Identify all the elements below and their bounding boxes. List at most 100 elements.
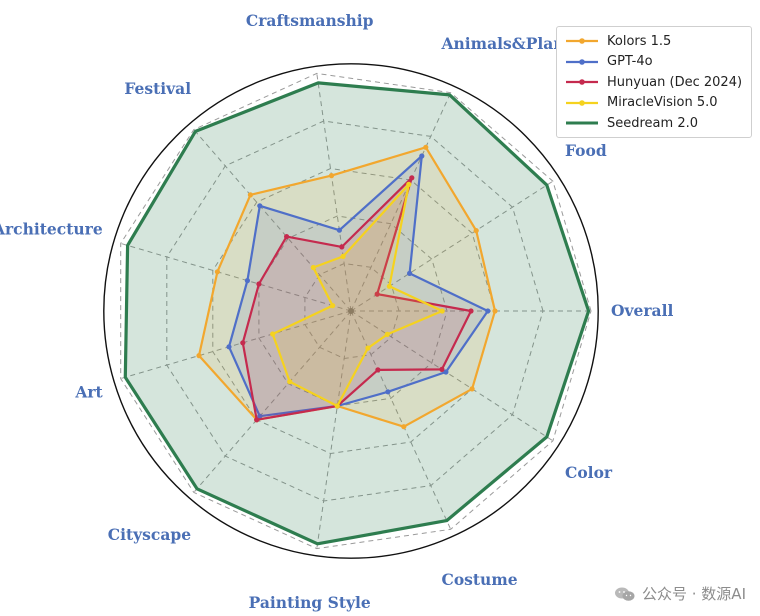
series-seedream-2-0 <box>123 81 591 546</box>
legend-item-seedream-2-0: Seedream 2.0 <box>565 113 743 134</box>
legend-label-hunyuan-dec-2024: Hunyuan (Dec 2024) <box>607 74 743 90</box>
series-point-hunyuan-dec-2024 <box>254 417 260 423</box>
center-point <box>348 308 354 314</box>
axis-label-architecture: Architecture <box>0 219 103 238</box>
legend-swatch-gpt-4o <box>566 58 598 65</box>
series-point-miraclevision-5-0 <box>334 403 340 409</box>
legend-label-seedream-2-0: Seedream 2.0 <box>607 115 698 131</box>
radar-series <box>123 81 591 546</box>
series-point-hunyuan-dec-2024 <box>375 367 381 373</box>
series-fill-kolors-1-5 <box>199 147 495 427</box>
series-point-kolors-1-5 <box>328 173 335 179</box>
series-point-miraclevision-5-0 <box>365 345 371 351</box>
grid-spoke-11 <box>350 310 554 442</box>
series-point-kolors-1-5 <box>469 386 475 392</box>
legend-swatch-kolors-1-5 <box>566 38 598 45</box>
series-point-kolors-1-5 <box>423 144 429 150</box>
series-point-kolors-1-5 <box>401 424 407 430</box>
outer-frame <box>103 63 599 559</box>
chart-legend: Kolors 1.5 GPT-4o Hunyuan (Dec 2024) Miracl… <box>556 26 752 138</box>
legend-item-miraclevision-5-0: MiracleVision 5.0 <box>565 93 743 114</box>
series-point-miraclevision-5-0 <box>310 264 316 271</box>
series-point-gpt-4o <box>443 369 449 375</box>
series-point-gpt-4o <box>485 308 491 314</box>
series-point-miraclevision-5-0 <box>406 181 412 187</box>
series-point-hunyuan-dec-2024 <box>374 291 380 297</box>
series-point-hunyuan-dec-2024 <box>409 175 415 181</box>
grid-spoke-3 <box>350 92 452 312</box>
series-point-kolors-1-5 <box>214 269 220 275</box>
legend-item-gpt-4o: GPT-4o <box>565 52 743 73</box>
series-line-miraclevision-5-0 <box>271 183 444 408</box>
series-point-miraclevision-5-0 <box>340 253 346 259</box>
series-point-gpt-4o <box>419 153 425 159</box>
series-gpt-4o <box>226 153 491 419</box>
grid-spoke-4 <box>316 73 352 312</box>
series-fill-seedream-2-0 <box>125 82 589 544</box>
axis-label-art: Art <box>74 383 103 402</box>
axis-label-festival: Festival <box>124 79 191 98</box>
series-point-miraclevision-5-0 <box>384 331 390 337</box>
grid-ring-3 <box>212 167 496 455</box>
series-fill-hunyuan-dec-2024 <box>242 177 471 420</box>
legend-swatch-seedream-2-0 <box>566 121 598 125</box>
series-fill-miraclevision-5-0 <box>272 184 443 406</box>
series-point-gpt-4o <box>226 344 232 350</box>
series-point-miraclevision-5-0 <box>287 379 293 385</box>
legend-label-gpt-4o: GPT-4o <box>607 54 653 70</box>
series-point-hunyuan-dec-2024 <box>256 281 262 287</box>
series-point-gpt-4o <box>385 389 391 395</box>
series-point-kolors-1-5 <box>492 308 498 314</box>
series-point-hunyuan-dec-2024 <box>339 244 345 250</box>
legend-item-hunyuan-dec-2024: Hunyuan (Dec 2024) <box>565 72 743 93</box>
series-point-kolors-1-5 <box>473 228 479 234</box>
axis-label-cityscape: Cityscape <box>108 525 191 544</box>
series-point-miraclevision-5-0 <box>270 331 276 337</box>
legend-label-kolors-1-5: Kolors 1.5 <box>607 33 672 49</box>
watermark-text: 公众号 · 数源AI <box>642 585 746 603</box>
series-line-seedream-2-0 <box>123 81 591 546</box>
grid-ring-5 <box>120 72 592 550</box>
series-point-kolors-1-5 <box>196 353 202 359</box>
axis-label-food: Food <box>565 141 607 160</box>
series-point-miraclevision-5-0 <box>330 303 336 309</box>
grid-spoke-8 <box>193 310 352 493</box>
series-miraclevision-5-0 <box>270 181 445 409</box>
series-line-kolors-1-5 <box>197 146 497 428</box>
legend-swatch-hunyuan-dec-2024 <box>566 79 598 86</box>
grid-spoke-5 <box>193 129 352 312</box>
legend-swatch-miraclevision-5-0 <box>566 99 598 106</box>
series-point-gpt-4o <box>244 278 250 284</box>
grid-spoke-7 <box>120 310 352 380</box>
legend-label-miraclevision-5-0: MiracleVision 5.0 <box>607 95 718 111</box>
legend-item-kolors-1-5: Kolors 1.5 <box>565 31 743 52</box>
grid-ring-4 <box>166 120 544 502</box>
series-fill-gpt-4o <box>229 156 488 417</box>
watermark: 公众号 · 数源AI <box>614 583 746 604</box>
series-point-miraclevision-5-0 <box>439 308 445 314</box>
grid-ring-1 <box>304 262 400 360</box>
axis-label-animals-plants: Animals&Plants <box>441 34 581 53</box>
series-point-hunyuan-dec-2024 <box>468 308 474 314</box>
series-point-hunyuan-dec-2024 <box>240 340 246 346</box>
axis-label-costume: Costume <box>442 570 518 589</box>
grid-spoke-9 <box>316 310 352 549</box>
series-point-hunyuan-dec-2024 <box>439 366 445 372</box>
series-point-kolors-1-5 <box>247 192 253 198</box>
grid-spoke-6 <box>120 242 352 312</box>
axis-label-painting-style: Painting Style <box>249 593 371 612</box>
axis-label-overall: Overall <box>611 301 673 320</box>
series-point-gpt-4o <box>257 203 263 209</box>
series-point-gpt-4o <box>407 270 413 276</box>
series-line-gpt-4o <box>227 154 489 418</box>
axis-label-color: Color <box>565 463 613 482</box>
series-point-gpt-4o <box>257 413 263 419</box>
series-point-miraclevision-5-0 <box>386 283 392 289</box>
grid-spoke-2 <box>350 180 554 312</box>
axis-labels: Overall Food Animals&Plants Craftsmanship Fe… <box>0 11 673 612</box>
series-point-hunyuan-dec-2024 <box>284 234 290 240</box>
wechat-icon <box>615 587 635 601</box>
grid-ring-2 <box>258 215 448 407</box>
axis-label-craftsmanship: Craftsmanship <box>246 11 374 30</box>
